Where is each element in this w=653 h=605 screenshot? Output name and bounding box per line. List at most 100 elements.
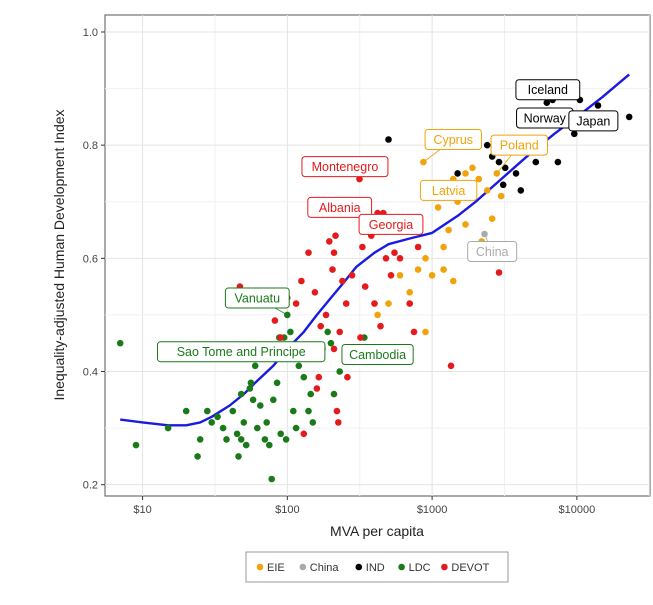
data-point bbox=[317, 322, 325, 330]
legend-label: DEVOT bbox=[451, 562, 489, 574]
data-point bbox=[406, 289, 414, 296]
y-tick-label: 0.4 bbox=[83, 367, 98, 379]
data-point bbox=[359, 243, 366, 251]
annotation-box bbox=[568, 110, 619, 132]
data-point bbox=[391, 249, 398, 256]
data-point bbox=[532, 158, 540, 166]
annotation: Latvia bbox=[419, 179, 478, 201]
x-tick-label: $10 bbox=[133, 504, 151, 516]
data-point bbox=[327, 339, 335, 347]
data-point bbox=[164, 424, 172, 432]
legend-item: China bbox=[299, 562, 339, 574]
data-point bbox=[410, 328, 418, 336]
data-point bbox=[428, 272, 436, 279]
data-point bbox=[445, 226, 452, 234]
data-point bbox=[305, 249, 312, 256]
data-point bbox=[249, 396, 257, 404]
annotation-label: Vanuatu bbox=[234, 291, 280, 305]
trend-line-path bbox=[120, 73, 630, 427]
data-point bbox=[475, 175, 483, 183]
data-point bbox=[406, 300, 414, 307]
data-point bbox=[270, 396, 277, 404]
data-point bbox=[483, 141, 491, 149]
annotation-label: Montenegro bbox=[312, 160, 379, 174]
data-point bbox=[594, 102, 602, 109]
data-point bbox=[273, 379, 281, 387]
legend-item: EIE bbox=[256, 562, 285, 574]
data-point bbox=[132, 441, 140, 449]
data-point bbox=[229, 407, 237, 415]
data-point bbox=[414, 266, 422, 273]
data-point bbox=[374, 311, 381, 319]
data-point bbox=[322, 311, 330, 319]
data-point bbox=[447, 362, 455, 370]
data-point bbox=[116, 339, 124, 347]
data-point bbox=[333, 407, 341, 415]
data-point bbox=[208, 419, 215, 426]
data-point bbox=[282, 436, 290, 443]
annotation: Albania bbox=[307, 196, 373, 218]
annotation-box bbox=[419, 179, 478, 201]
data-point bbox=[495, 269, 503, 276]
legend-marker bbox=[355, 563, 363, 571]
annotation-label: Latvia bbox=[432, 184, 465, 198]
data-point bbox=[462, 170, 469, 177]
data-point bbox=[194, 453, 201, 460]
data-point bbox=[292, 300, 300, 307]
data-point bbox=[330, 345, 338, 353]
legend-marker bbox=[398, 563, 405, 571]
data-point bbox=[298, 277, 305, 285]
annotation-box bbox=[224, 287, 290, 309]
x-tick-label: $100 bbox=[275, 504, 299, 516]
data-point bbox=[462, 221, 469, 228]
annotation: Cambodia bbox=[341, 344, 414, 366]
data-point bbox=[326, 238, 333, 245]
data-point bbox=[237, 436, 245, 443]
data-point bbox=[625, 113, 633, 121]
data-point bbox=[440, 266, 447, 273]
data-point bbox=[251, 362, 259, 370]
data-point bbox=[235, 453, 242, 460]
y-tick-label: 0.8 bbox=[83, 140, 98, 152]
legend-label: LDC bbox=[409, 562, 431, 574]
data-point bbox=[512, 170, 520, 177]
legend-label: IND bbox=[366, 562, 385, 574]
annotation: Iceland bbox=[515, 79, 581, 103]
data-point bbox=[277, 430, 285, 438]
data-point bbox=[295, 362, 303, 370]
annotation-box bbox=[515, 79, 581, 101]
x-tick-label: $10000 bbox=[559, 504, 596, 516]
data-point bbox=[253, 424, 261, 432]
annotation: Poland bbox=[490, 134, 548, 174]
annotation-label: Cambodia bbox=[349, 348, 406, 362]
annotation: Japan bbox=[568, 110, 619, 132]
data-point bbox=[287, 328, 294, 336]
data-point bbox=[300, 373, 308, 381]
data-point bbox=[422, 328, 429, 336]
legend-box bbox=[245, 551, 509, 583]
data-point bbox=[357, 334, 364, 341]
data-point bbox=[204, 407, 211, 415]
annotation: Vanuatu bbox=[224, 287, 290, 316]
data-point bbox=[313, 385, 321, 392]
annotation-label: Iceland bbox=[528, 83, 568, 97]
annotations: Iceland Norway Japan Cyprus Poland Latvia Chin… bbox=[157, 79, 619, 366]
data-point bbox=[277, 334, 285, 341]
data-point bbox=[311, 289, 319, 296]
annotation-box bbox=[301, 156, 389, 178]
data-point bbox=[257, 402, 264, 409]
legend-item: DEVOT bbox=[441, 562, 490, 574]
data-point bbox=[329, 266, 336, 273]
grid-lines bbox=[105, 15, 650, 496]
annotation-label: Japan bbox=[576, 114, 610, 128]
data-point bbox=[332, 232, 339, 239]
data-point bbox=[387, 272, 395, 279]
data-point bbox=[571, 130, 578, 138]
data-point bbox=[396, 272, 404, 279]
annotation-label: Albania bbox=[319, 201, 361, 215]
series-devot bbox=[236, 175, 503, 438]
legend-marker bbox=[256, 563, 264, 571]
legend-item: IND bbox=[355, 562, 385, 574]
y-tick-label: 0.6 bbox=[83, 253, 98, 265]
